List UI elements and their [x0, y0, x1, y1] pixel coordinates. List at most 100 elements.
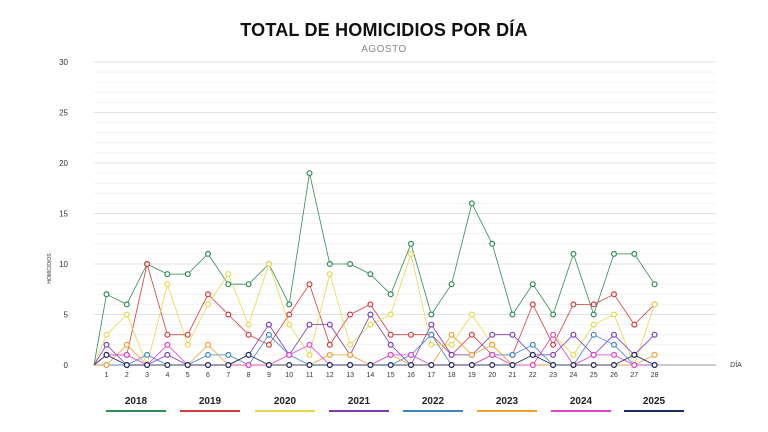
legend-item-2021: 2021: [329, 396, 389, 412]
data-point-2020: [408, 250, 415, 257]
data-point-2018: [651, 281, 658, 288]
x-tick-label: 8: [247, 372, 251, 379]
data-point-2025: [205, 362, 212, 369]
x-tick-label: 6: [206, 372, 210, 379]
data-point-2018: [205, 250, 212, 257]
data-point-2024: [286, 351, 293, 358]
legend-swatch: [477, 410, 537, 412]
legend-label: 2022: [421, 396, 445, 407]
data-point-2020: [164, 281, 171, 288]
legend-label: 2025: [642, 396, 666, 407]
data-point-2023: [205, 341, 212, 348]
data-point-2020: [570, 351, 577, 358]
x-tick-label: 25: [590, 372, 598, 379]
data-point-2025: [631, 351, 638, 358]
data-point-2020: [123, 311, 130, 318]
data-point-2018: [347, 261, 354, 268]
data-point-2020: [428, 341, 435, 348]
data-point-2018: [610, 250, 617, 257]
data-point-2018: [550, 311, 557, 318]
data-point-2019: [286, 311, 293, 318]
data-point-2018: [245, 281, 252, 288]
data-point-2025: [489, 362, 496, 369]
data-point-2018: [590, 311, 597, 318]
legend-item-2024: 2024: [551, 396, 611, 412]
data-point-2024: [631, 362, 638, 369]
data-point-2019: [326, 341, 333, 348]
data-point-2019: [570, 301, 577, 308]
legend-item-2022: 2022: [403, 396, 463, 412]
data-point-2025: [590, 362, 597, 369]
data-point-2024: [387, 351, 394, 358]
data-point-2019: [631, 321, 638, 328]
data-point-2025: [387, 362, 394, 369]
x-tick-label: 19: [468, 372, 476, 379]
x-tick-label: 17: [427, 372, 435, 379]
x-tick-label: 26: [610, 372, 618, 379]
data-point-2019: [367, 301, 374, 308]
data-point-2019: [306, 281, 313, 288]
data-point-2019: [387, 331, 394, 338]
data-point-2022: [205, 351, 212, 358]
y-tick-label: 20: [59, 159, 68, 168]
data-point-2019: [164, 331, 171, 338]
data-point-2019: [184, 331, 191, 338]
y-tick-label: 15: [59, 210, 68, 219]
x-tick-label: 22: [529, 372, 537, 379]
data-point-2018: [408, 240, 415, 247]
x-tick-label: 11: [306, 372, 313, 379]
data-point-2020: [103, 331, 110, 338]
data-point-2020: [590, 321, 597, 328]
y-tick-label: 10: [59, 260, 68, 269]
x-tick-label: 23: [549, 372, 557, 379]
data-point-2019: [265, 341, 272, 348]
data-point-2018: [468, 200, 475, 207]
data-point-2023: [123, 341, 130, 348]
x-tick-label: 1: [105, 372, 109, 379]
data-point-2019: [144, 261, 151, 268]
data-point-2025: [529, 351, 536, 358]
data-point-2024: [610, 351, 617, 358]
data-point-2018: [123, 301, 130, 308]
data-point-2020: [651, 301, 658, 308]
data-point-2019: [468, 331, 475, 338]
data-point-2020: [367, 321, 374, 328]
data-point-2020: [448, 341, 455, 348]
data-point-2024: [245, 362, 252, 369]
x-axis-label: DÍA: [730, 360, 742, 369]
data-point-2025: [428, 362, 435, 369]
legend-swatch: [329, 410, 389, 412]
data-point-2024: [489, 351, 496, 358]
x-tick-label: 3: [145, 372, 149, 379]
data-point-2019: [550, 341, 557, 348]
data-point-2021: [326, 321, 333, 328]
data-point-2020: [326, 271, 333, 278]
data-point-2018: [570, 250, 577, 257]
data-point-2021: [489, 331, 496, 338]
data-point-2023: [326, 351, 333, 358]
data-point-2020: [610, 311, 617, 318]
data-point-2018: [326, 261, 333, 268]
x-tick-label: 27: [630, 372, 638, 379]
data-point-2021: [610, 331, 617, 338]
data-point-2022: [144, 351, 151, 358]
y-tick-label: 30: [59, 58, 68, 67]
x-tick-label: 9: [267, 372, 271, 379]
data-point-2025: [468, 362, 475, 369]
legend-label: 2023: [495, 396, 519, 407]
x-tick-label: 4: [165, 372, 169, 379]
chart-subtitle: AGOSTO: [361, 44, 407, 55]
x-tick-label: 2: [125, 372, 129, 379]
data-point-2019: [347, 311, 354, 318]
series-line-2018: [93, 172, 655, 366]
data-point-2022: [529, 341, 536, 348]
data-point-2025: [123, 362, 130, 369]
data-point-2020: [286, 321, 293, 328]
data-point-2019: [590, 301, 597, 308]
data-point-2025: [144, 362, 151, 369]
data-point-2025: [103, 351, 110, 358]
data-point-2018: [306, 170, 313, 177]
x-tick-label: 10: [285, 372, 293, 379]
legend-swatch: [180, 410, 240, 412]
legend-item-2023: 2023: [477, 396, 537, 412]
